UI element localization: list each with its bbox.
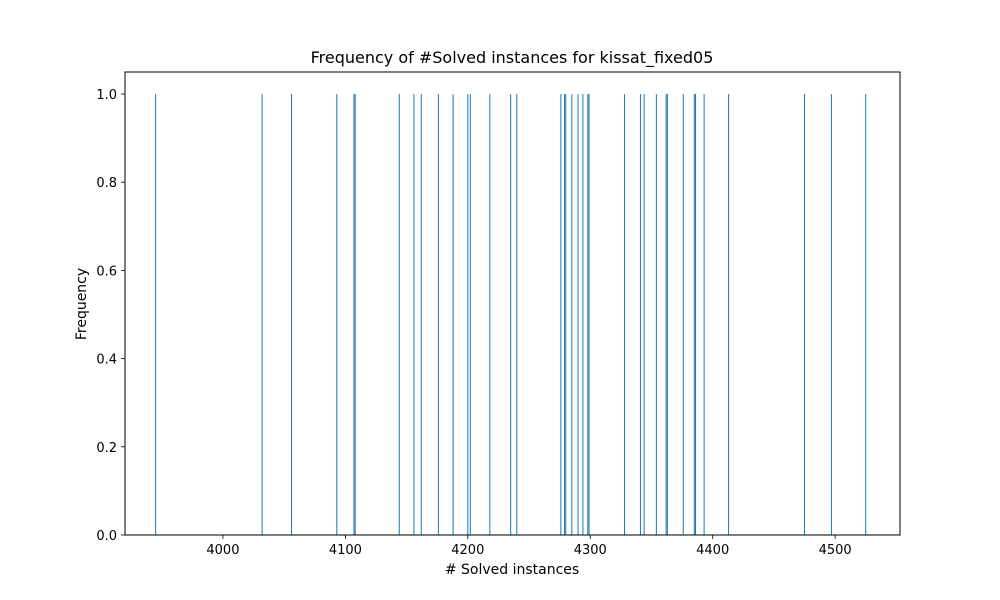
histogram-bar xyxy=(587,94,589,536)
histogram-bar xyxy=(577,94,579,536)
histogram-bar xyxy=(354,94,356,536)
x-axis-ticks: 4000 4100 4200 4300 4400 4500 xyxy=(206,535,852,558)
histogram-bar xyxy=(291,94,293,536)
histogram-bar xyxy=(155,94,157,536)
y-tick-label: 0.8 xyxy=(96,176,117,191)
histogram-bar xyxy=(565,94,567,536)
histogram-bar xyxy=(437,94,439,536)
x-axis-label: # Solved instances xyxy=(445,562,579,578)
histogram-bar xyxy=(510,94,512,536)
chart-title: Frequency of #Solved instances for kissa… xyxy=(311,48,714,68)
bars-group xyxy=(155,94,867,536)
histogram-bar xyxy=(639,94,641,536)
histogram-bar xyxy=(665,94,667,536)
histogram-bar xyxy=(624,94,626,536)
histogram-bar xyxy=(693,94,695,536)
y-tick-label: 0.0 xyxy=(96,529,117,544)
histogram-bar xyxy=(467,94,469,536)
histogram-bar xyxy=(682,94,684,536)
histogram-bar xyxy=(582,94,584,536)
histogram-bar xyxy=(728,94,730,536)
histogram-bar xyxy=(489,94,491,536)
histogram-bar xyxy=(643,94,645,536)
x-tick-label: 4100 xyxy=(329,543,362,558)
histogram-bar xyxy=(560,94,562,536)
histogram-bar xyxy=(413,94,415,536)
y-tick-label: 0.6 xyxy=(96,264,117,279)
x-tick-label: 4400 xyxy=(696,543,729,558)
y-axis-label: Frequency xyxy=(74,268,90,340)
histogram-bar xyxy=(398,94,400,536)
y-tick-label: 0.2 xyxy=(96,441,117,456)
histogram-bar xyxy=(655,94,657,536)
histogram-bar xyxy=(695,94,697,536)
histogram-bar xyxy=(588,94,590,536)
x-tick-label: 4200 xyxy=(451,543,484,558)
histogram-bar xyxy=(516,94,518,536)
histogram-bar xyxy=(420,94,422,536)
histogram-bar xyxy=(703,94,705,536)
y-axis-ticks: 0.0 0.2 0.4 0.6 0.8 1.0 xyxy=(96,88,125,544)
x-tick-label: 4000 xyxy=(206,543,239,558)
histogram-bar xyxy=(564,94,566,536)
plot-area-frame xyxy=(124,71,901,536)
histogram-bar xyxy=(865,94,867,536)
histogram-bar xyxy=(452,94,454,536)
y-tick-label: 1.0 xyxy=(96,88,117,103)
histogram-bar xyxy=(469,94,471,536)
histogram-bar xyxy=(830,94,832,536)
histogram-bar xyxy=(336,94,338,536)
x-tick-label: 4500 xyxy=(819,543,852,558)
histogram-bar xyxy=(571,94,573,536)
histogram-bar xyxy=(261,94,263,536)
x-tick-label: 4300 xyxy=(574,543,607,558)
histogram-bar xyxy=(353,94,355,536)
histogram-bar xyxy=(666,94,668,536)
histogram-bar xyxy=(804,94,805,536)
y-tick-label: 0.4 xyxy=(96,353,117,368)
